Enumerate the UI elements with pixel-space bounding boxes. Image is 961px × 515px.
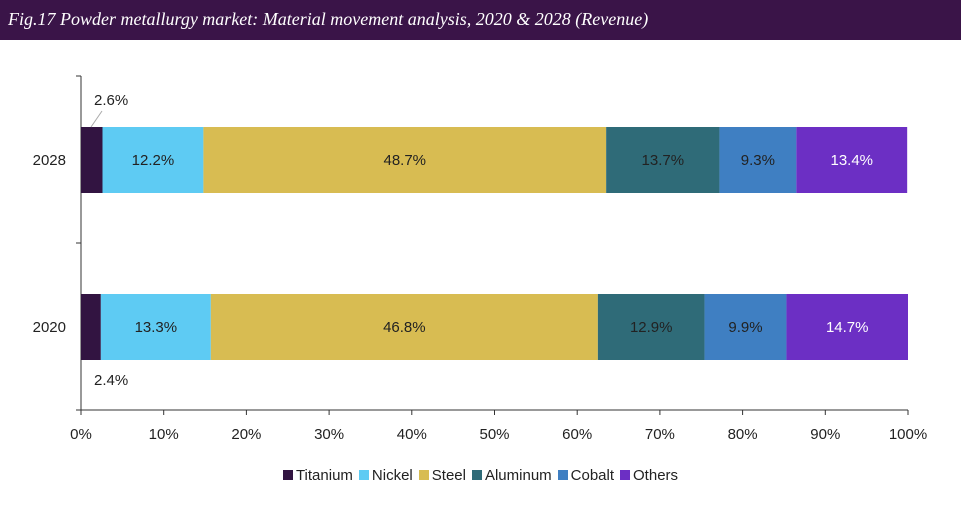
- bar-segment-cobalt: [719, 127, 797, 193]
- legend-item: Titanium: [282, 466, 353, 484]
- legend-item: Nickel: [358, 466, 413, 484]
- bar-segment-aluminum: [597, 294, 705, 360]
- data-label: 9.3%: [741, 152, 775, 169]
- data-label: 13.3%: [135, 319, 178, 336]
- legend-label: Cobalt: [570, 466, 615, 484]
- x-tick-label: 30%: [314, 426, 344, 443]
- data-label: 12.2%: [132, 152, 175, 169]
- stacked-bar-chart: 0% 10% 20% 30% 40% 50% 60% 70% 80% 90% 100% 2028 202…: [33, 75, 927, 443]
- x-tick-label: 60%: [562, 426, 592, 443]
- legend-item: Aluminum: [471, 466, 552, 484]
- bar-segment-others: [796, 127, 908, 193]
- x-tick-label: 70%: [645, 426, 675, 443]
- bar-segment-steel: [210, 294, 598, 360]
- bar-segment-others: [786, 294, 908, 360]
- legend-swatch: [418, 470, 429, 480]
- x-tick-label: 40%: [397, 426, 427, 443]
- legend-label: Others: [633, 466, 679, 484]
- bar-segment-titanium: [81, 294, 101, 360]
- data-label: 14.7%: [826, 319, 869, 336]
- legend-item: Steel: [418, 466, 466, 484]
- legend: Titanium Nickel Steel Aluminum Cobalt Others: [0, 464, 961, 486]
- x-tick-label: 90%: [810, 426, 840, 443]
- bar-segment-steel: [203, 127, 607, 193]
- chart-title: Fig.17 Powder metallurgy market: Materia…: [8, 9, 649, 29]
- legend-swatch: [358, 470, 369, 480]
- y-category-label: 2020: [33, 319, 66, 336]
- x-tick-label: 20%: [231, 426, 261, 443]
- title-bar: Fig.17 Powder metallurgy market: Materia…: [0, 0, 961, 40]
- data-label: 13.7%: [642, 152, 685, 169]
- data-label: 2.6%: [94, 92, 128, 109]
- bar-segment-cobalt: [704, 294, 787, 360]
- y-category-label: 2028: [33, 152, 66, 169]
- legend-swatch: [620, 470, 631, 480]
- legend-label: Nickel: [371, 466, 413, 484]
- data-label: 2.4%: [94, 372, 128, 389]
- x-tick-label: 80%: [728, 426, 758, 443]
- x-tick-label: 0%: [70, 426, 92, 443]
- data-label: 13.4%: [830, 152, 873, 169]
- legend-swatch: [471, 470, 482, 480]
- bar-segment-nickel: [102, 127, 204, 193]
- legend-swatch: [557, 470, 568, 480]
- data-label: 48.7%: [383, 152, 426, 169]
- bar-segment-nickel: [100, 294, 211, 360]
- legend-label: Titanium: [295, 466, 353, 484]
- legend-item: Cobalt: [557, 466, 615, 484]
- legend-item: Others: [620, 467, 678, 484]
- data-label: 9.9%: [728, 319, 762, 336]
- x-tick-label: 10%: [149, 426, 179, 443]
- data-label: 46.8%: [383, 319, 426, 336]
- x-tick-label: 100%: [889, 426, 927, 443]
- data-label-leader-line: [90, 110, 103, 128]
- x-tick-label: 50%: [479, 426, 509, 443]
- bar-segment-titanium: [81, 127, 103, 193]
- legend-label: Steel: [431, 466, 466, 484]
- legend-swatch: [282, 470, 293, 480]
- data-label: 12.9%: [630, 319, 673, 336]
- bar-segment-aluminum: [606, 127, 720, 193]
- legend-label: Aluminum: [484, 466, 552, 484]
